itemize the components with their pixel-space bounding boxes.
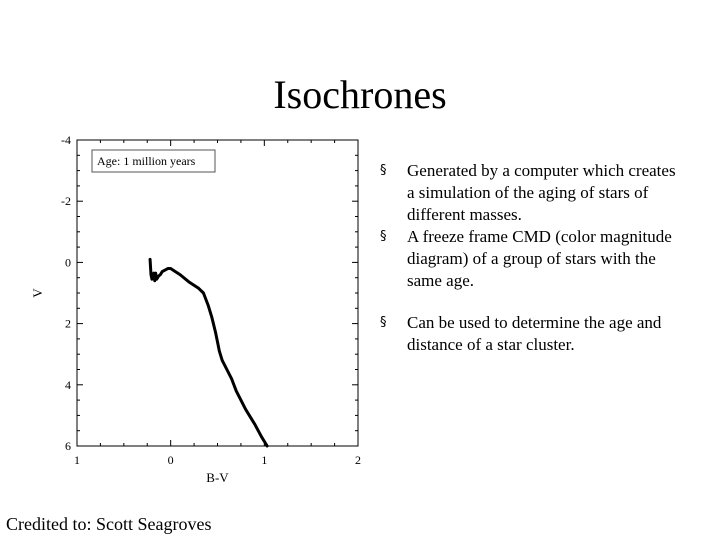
x-tick-label: 1	[74, 453, 80, 467]
legend-label: Age: 1 million years	[97, 154, 196, 168]
y-tick-label: -4	[61, 133, 71, 147]
bullet-marker-icon: §	[380, 315, 387, 330]
y-tick-label: 0	[65, 255, 71, 269]
y-axis-label: V	[30, 288, 45, 298]
bullet-text: A freeze frame CMD (color magnitude diag…	[407, 227, 672, 290]
x-tick-label: 0	[168, 453, 174, 467]
bullet-item: § Can be used to determine the age and d…	[380, 312, 680, 356]
axis-ticks	[76, 139, 359, 447]
bullet-list: § Generated by a computer which creates …	[380, 160, 680, 356]
slide-title: Isochrones	[273, 72, 447, 117]
x-tick-label: 1	[261, 453, 267, 467]
legend-box	[91, 149, 216, 173]
credit-text: Credited to: Scott Seagroves	[6, 514, 212, 534]
y-tick-label: 2	[65, 317, 71, 331]
plot-frame	[76, 139, 359, 447]
bullet-text: Can be used to determine the age and dis…	[407, 313, 662, 354]
bullet-marker-icon: §	[380, 229, 387, 244]
bullet-text: Generated by a computer which creates a …	[407, 161, 676, 224]
y-tick-label: -2	[61, 194, 71, 208]
bullet-item: § Generated by a computer which creates …	[380, 160, 680, 226]
bullet-marker-icon: §	[380, 163, 387, 178]
bullet-item: § A freeze frame CMD (color magnitude di…	[380, 226, 680, 292]
isochrone-chart: -4 -2 0 2 4 6 1 0 1 2 Age: 1 million years B-V V	[30, 128, 370, 488]
y-tick-label: 4	[65, 378, 71, 392]
x-axis-label: B-V	[206, 470, 229, 485]
y-tick-label: 6	[65, 439, 71, 453]
isochrone-line	[148, 257, 269, 448]
x-tick-label: 2	[355, 453, 361, 467]
